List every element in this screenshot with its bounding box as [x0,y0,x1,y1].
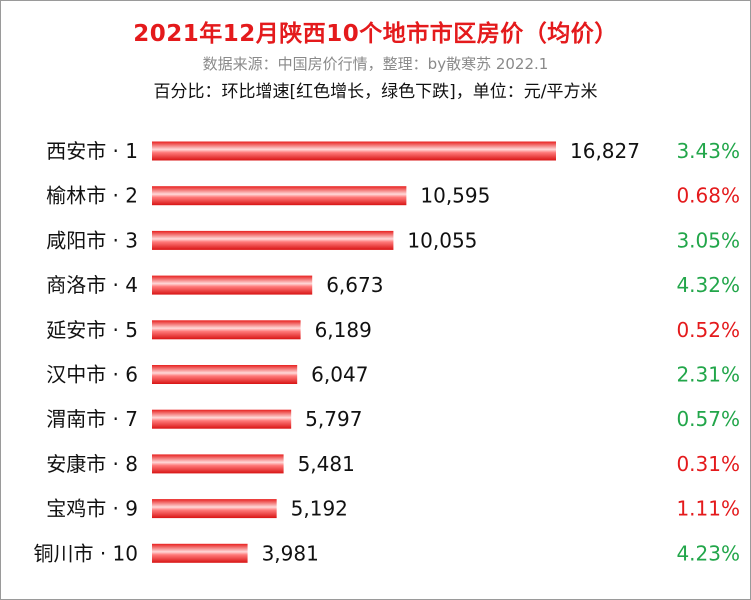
category-label: 咸阳市 · 3 [46,228,138,252]
bar [152,320,301,340]
change-label: 4.23% [676,541,740,565]
category-label: 宝鸡市 · 9 [46,497,138,521]
bar [152,230,394,250]
value-label: 5,192 [291,497,348,521]
bar [152,409,292,429]
category-label: 商洛市 · 4 [46,273,138,297]
bar [152,275,313,295]
category-label: 西安市 · 1 [46,139,138,163]
change-label: 1.11% [676,497,740,521]
change-label: 3.05% [676,228,740,252]
value-label: 16,827 [570,139,640,163]
category-label: 延安市 · 5 [46,318,138,342]
category-label: 渭南市 · 7 [46,407,138,431]
bar [152,141,556,161]
category-label: 安康市 · 8 [46,452,138,476]
category-label: 铜川市 · 10 [33,541,138,565]
chart-note: 百分比：环比增速[红色增长，绿色下跌]，单位：元/平方米 [153,82,598,102]
value-label: 10,595 [420,184,490,208]
value-label: 10,055 [407,228,477,252]
value-label: 5,481 [298,452,355,476]
bar [152,186,407,206]
value-label: 6,047 [311,363,368,387]
bar [152,365,298,384]
change-label: 3.43% [676,139,740,163]
change-label: 2.31% [676,363,740,387]
value-label: 6,189 [315,318,372,342]
bar [152,543,248,563]
value-label: 3,981 [262,541,319,565]
change-label: 0.57% [676,407,740,431]
bar [152,454,284,474]
category-label: 汉中市 · 6 [46,363,138,387]
chart-title: 2021年12月陕西10个地市市区房价（均价） [133,21,618,47]
bar [152,499,277,519]
category-label: 榆林市 · 2 [46,184,138,208]
change-label: 0.68% [676,184,740,208]
value-label: 5,797 [305,407,362,431]
value-label: 6,673 [326,273,383,297]
change-label: 0.52% [676,318,740,342]
change-label: 4.32% [676,273,740,297]
chart-source: 数据来源：中国房价行情，整理：by散寒苏 2022.1 [202,55,549,73]
change-label: 0.31% [676,452,740,476]
bars-layer: 西安市 · 1 16,827 3.43% 榆林市 · 2 10,595 0.68% 咸阳市 … [33,139,740,565]
